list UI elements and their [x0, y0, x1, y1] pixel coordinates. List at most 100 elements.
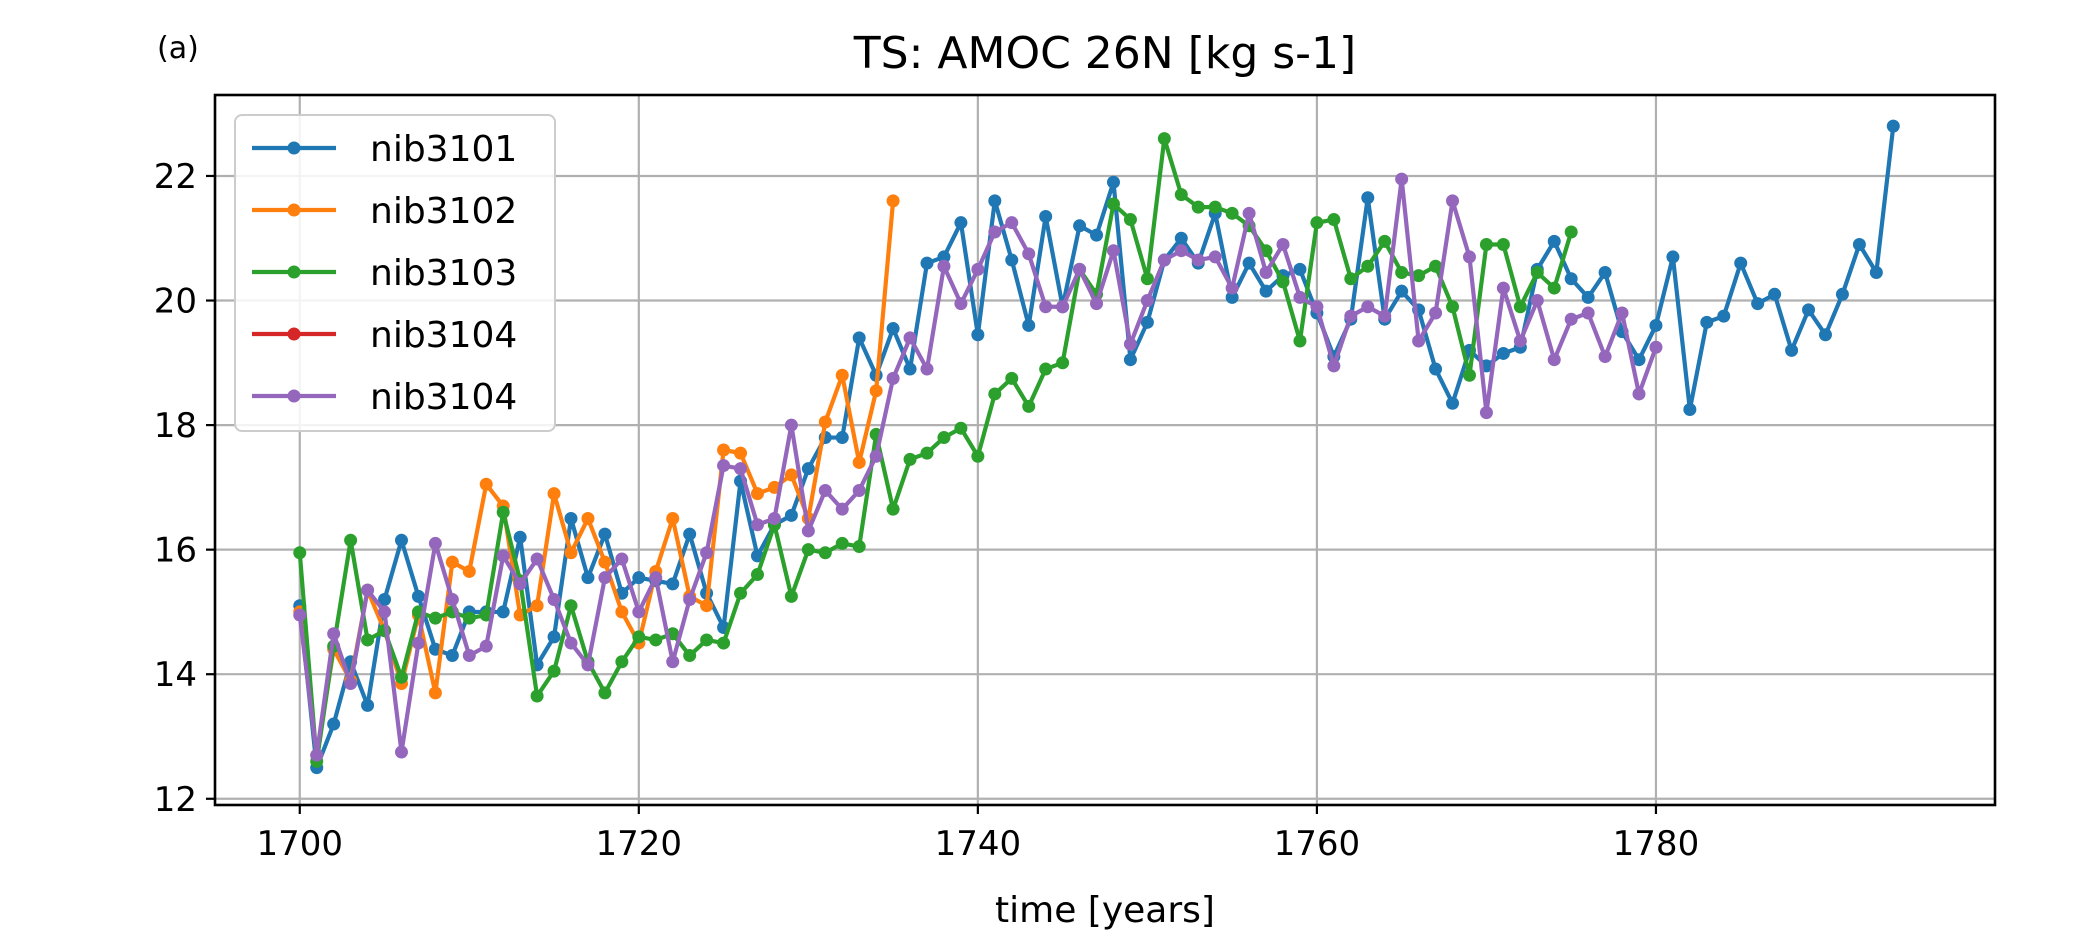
- data-point: [632, 605, 646, 619]
- legend-marker: [287, 265, 301, 279]
- data-point: [818, 546, 832, 560]
- axis-ticks: 1700 1720 1740 1760 1780 12 14 16 18 20 22: [154, 157, 1699, 864]
- data-point: [1276, 275, 1290, 289]
- data-point: [852, 331, 866, 345]
- legend-label: nib3102: [370, 191, 517, 232]
- data-point: [547, 664, 561, 678]
- data-point: [869, 449, 883, 463]
- data-point: [937, 431, 951, 445]
- data-point: [1547, 353, 1561, 367]
- data-point: [1530, 294, 1544, 308]
- data-point: [1378, 234, 1392, 248]
- data-point: [428, 536, 442, 550]
- data-point: [903, 362, 917, 376]
- data-point: [1649, 340, 1663, 354]
- data-point: [1429, 362, 1443, 376]
- data-point: [293, 546, 307, 560]
- data-point: [920, 256, 934, 270]
- x-tick-label: 1760: [1274, 824, 1361, 864]
- data-point: [564, 636, 578, 650]
- data-point: [1632, 387, 1646, 401]
- data-point: [1242, 206, 1256, 220]
- data-point: [784, 468, 798, 482]
- data-point: [1513, 300, 1527, 314]
- y-tick-label: 14: [154, 655, 197, 695]
- legend-box: [234, 114, 556, 432]
- data-point: [1530, 266, 1544, 279]
- data-point: [750, 518, 764, 532]
- legend-marker: [287, 327, 301, 341]
- data-point: [734, 462, 748, 476]
- data-point: [1412, 269, 1426, 283]
- data-point: [971, 262, 985, 276]
- data-point: [1106, 244, 1120, 258]
- data-point: [1564, 272, 1578, 286]
- data-point: [700, 546, 714, 560]
- plot-frame: [213, 93, 1997, 807]
- data-point: [1344, 309, 1358, 323]
- data-point: [1479, 237, 1493, 251]
- data-point: [1327, 213, 1341, 227]
- data-point: [1412, 334, 1426, 348]
- data-point: [1005, 371, 1019, 385]
- data-point: [361, 583, 375, 597]
- series-layer: [293, 119, 1900, 775]
- data-point: [615, 605, 629, 619]
- data-point: [767, 512, 781, 526]
- data-point: [683, 592, 697, 606]
- data-point: [1140, 272, 1154, 286]
- data-point: [598, 555, 612, 569]
- data-point: [1683, 403, 1697, 417]
- data-point: [835, 502, 849, 516]
- data-point: [496, 505, 510, 519]
- data-point: [513, 530, 527, 544]
- data-point: [615, 552, 629, 566]
- y-tick-label: 20: [154, 282, 197, 322]
- data-point: [1208, 200, 1222, 214]
- data-point: [1395, 172, 1409, 186]
- data-point: [1496, 281, 1510, 295]
- data-point: [920, 446, 934, 460]
- data-point: [1005, 253, 1019, 267]
- data-point: [1479, 406, 1493, 420]
- data-point: [581, 512, 595, 526]
- data-point: [886, 502, 900, 516]
- data-point: [988, 225, 1002, 239]
- data-point: [1462, 250, 1476, 264]
- y-tick-label: 12: [154, 780, 197, 820]
- data-point: [632, 630, 646, 644]
- data-point: [1174, 244, 1188, 258]
- data-point: [1293, 290, 1307, 304]
- legend-entry: nib3104: [252, 315, 517, 356]
- data-point: [445, 592, 459, 606]
- data-point: [734, 446, 748, 460]
- data-point: [1140, 294, 1154, 308]
- data-point: [1157, 132, 1171, 146]
- data-point: [1547, 234, 1561, 248]
- data-point: [581, 571, 595, 585]
- data-point: [310, 748, 324, 762]
- data-point: [547, 487, 561, 501]
- data-point: [394, 745, 408, 759]
- data-point: [1632, 353, 1646, 367]
- data-point: [886, 371, 900, 385]
- data-point: [1225, 281, 1239, 295]
- data-point: [411, 636, 425, 650]
- data-point: [1818, 328, 1832, 342]
- legend-marker: [287, 389, 301, 403]
- data-point: [1361, 300, 1375, 314]
- data-point: [1123, 353, 1137, 367]
- data-point: [1174, 188, 1188, 202]
- data-point: [1073, 219, 1087, 233]
- data-point: [1361, 191, 1375, 205]
- data-point: [1581, 290, 1595, 304]
- data-point: [852, 455, 866, 469]
- data-point: [1259, 284, 1273, 298]
- data-point: [1090, 228, 1104, 242]
- data-point: [1496, 237, 1510, 251]
- data-point: [1242, 256, 1256, 270]
- data-point: [1039, 209, 1053, 223]
- data-point: [293, 608, 307, 622]
- data-point: [988, 387, 1002, 401]
- data-point: [1852, 237, 1866, 251]
